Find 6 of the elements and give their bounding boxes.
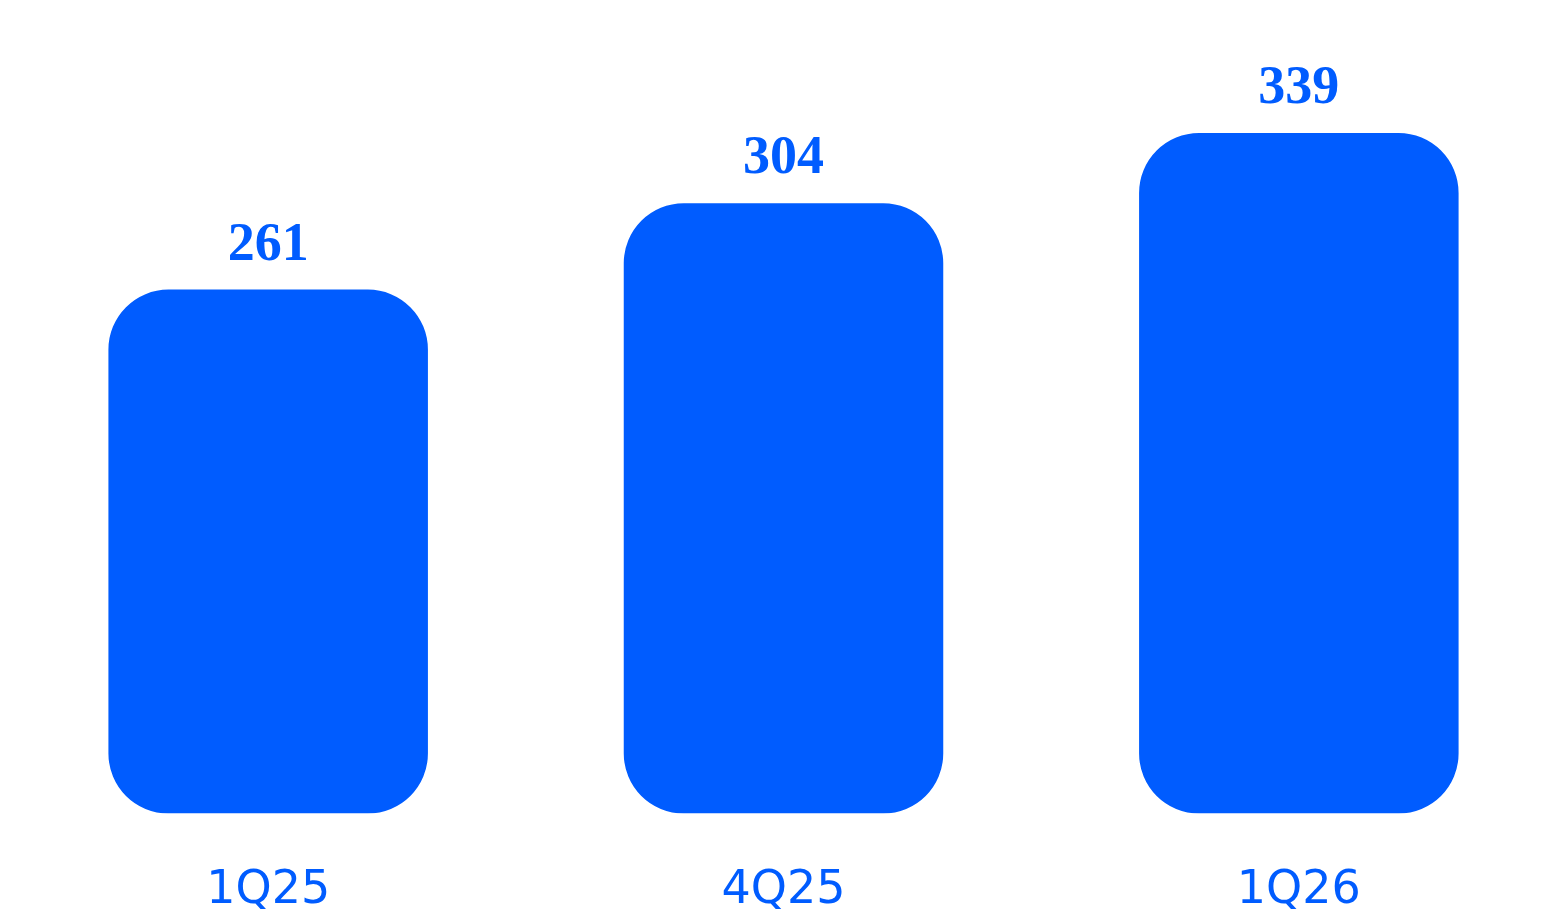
x-tick-label: 4Q25	[721, 859, 846, 914]
data-label: 339	[1258, 54, 1340, 115]
data-label: 304	[743, 125, 824, 186]
x-tick-label: 1Q26	[1236, 859, 1361, 914]
data-label: 261	[227, 211, 309, 272]
x-tick-label: 1Q25	[206, 859, 331, 914]
